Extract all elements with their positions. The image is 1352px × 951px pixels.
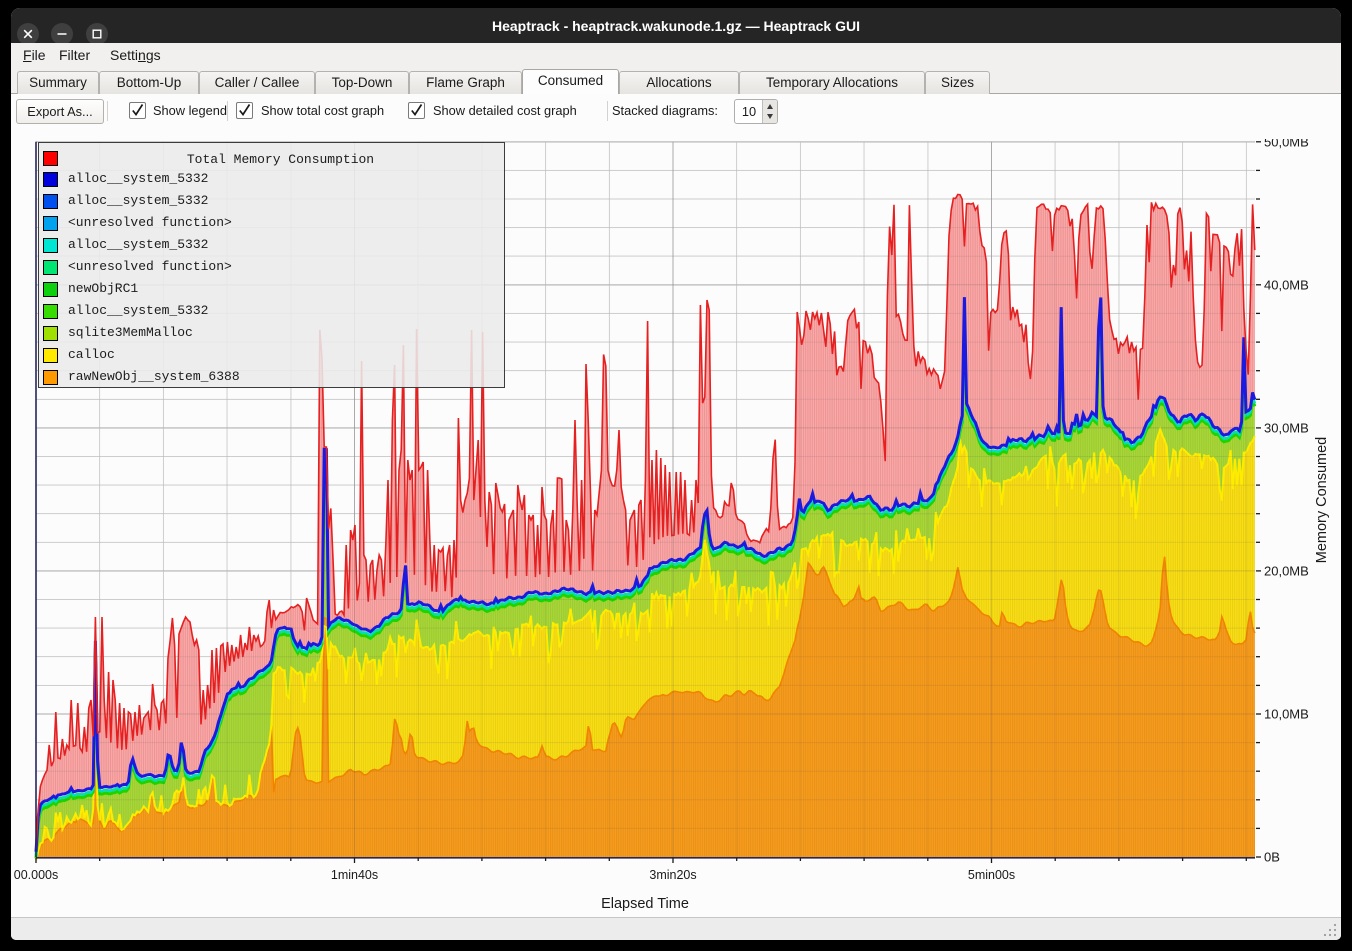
svg-text:30,0MB: 30,0MB <box>1264 420 1309 435</box>
svg-text:10,0MB: 10,0MB <box>1264 707 1309 722</box>
svg-text:Elapsed Time: Elapsed Time <box>601 896 689 912</box>
svg-text:1min40s: 1min40s <box>331 868 378 882</box>
svg-text:40,0MB: 40,0MB <box>1264 277 1309 292</box>
svg-text:20,0MB: 20,0MB <box>1264 563 1309 578</box>
svg-text:5min00s: 5min00s <box>968 868 1015 882</box>
svg-text:00.000s: 00.000s <box>14 868 58 882</box>
svg-text:Memory Consumed: Memory Consumed <box>1314 437 1330 564</box>
svg-text:3min20s: 3min20s <box>649 868 696 882</box>
svg-text:0B: 0B <box>1264 850 1280 865</box>
